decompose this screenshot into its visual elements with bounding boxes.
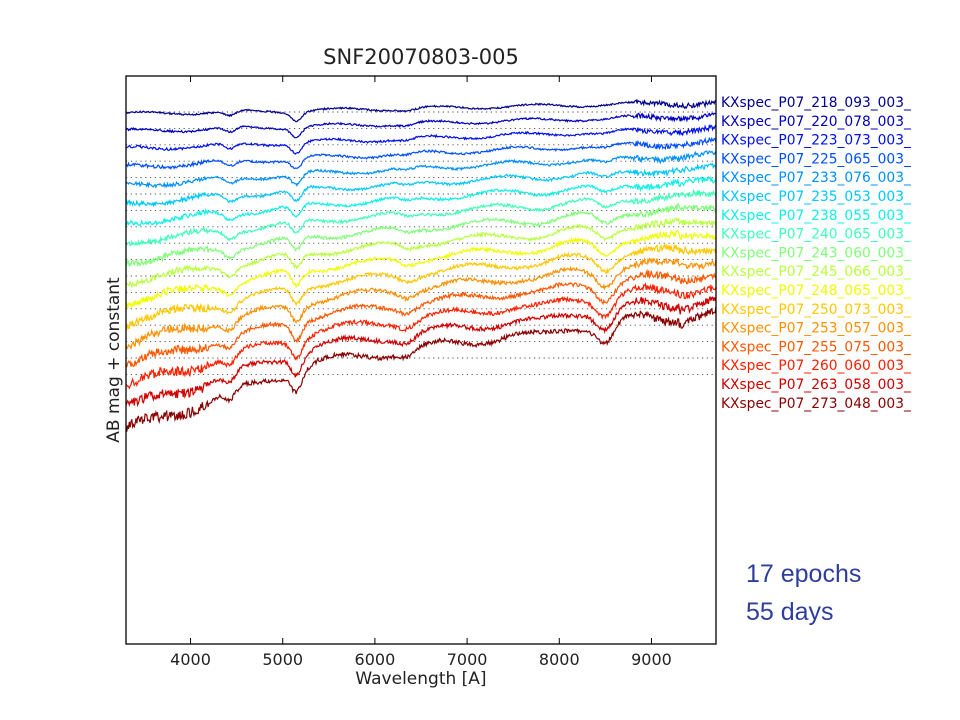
x-tick-label: 5000	[262, 650, 303, 669]
spectrum-line	[125, 136, 717, 170]
legend-entry: KXspec_P07_243_060_003_	[721, 245, 912, 261]
spectrum-line	[125, 242, 717, 330]
spectrum-line	[125, 162, 717, 208]
spectrum-line	[125, 229, 717, 309]
legend-entry: KXspec_P07_235_053_003_	[721, 189, 912, 205]
legend-entry: KXspec_P07_260_060_003_	[721, 358, 912, 374]
legend-entry: KXspec_P07_250_073_003_	[721, 302, 912, 318]
legend-entry: KXspec_P07_218_093_003_	[721, 95, 912, 111]
x-tick-label: 7000	[447, 650, 488, 669]
x-tick-label: 6000	[355, 650, 396, 669]
spectrum-line	[125, 203, 717, 267]
spectrum-line	[125, 257, 717, 351]
epochs-annotation: 17 epochs	[746, 560, 862, 588]
legend-entry: KXspec_P07_238_055_003_	[721, 208, 912, 224]
x-tick-label: 9000	[631, 650, 672, 669]
legend: KXspec_P07_218_093_003_ KXspec_P07_220_07…	[721, 95, 912, 412]
spectrum-line	[126, 123, 717, 155]
x-axis-label: Wavelength [A]	[355, 669, 486, 689]
legend-entry: KXspec_P07_223_073_003_	[721, 133, 912, 149]
x-tick-label: 4000	[170, 650, 211, 669]
spectrum-line	[125, 176, 717, 227]
spectrum-line	[125, 281, 717, 390]
spectrum-line	[125, 296, 717, 408]
legend-entry: KXspec_P07_248_065_003_	[721, 283, 912, 299]
spectrum-line	[125, 189, 717, 247]
spectrum-line	[125, 112, 716, 139]
legend-entry: KXspec_P07_240_065_003_	[721, 227, 912, 243]
legend-entry: KXspec_P07_233_076_003_	[721, 170, 912, 186]
legend-entry: KXspec_P07_273_048_003_	[721, 396, 912, 412]
chart-title: SNF20070803-005	[323, 45, 519, 69]
x-axis: 4000 5000 6000 7000 8000 9000	[170, 76, 672, 669]
legend-entry: KXspec_P07_220_078_003_	[721, 114, 912, 130]
spectrum-line	[125, 217, 717, 288]
legend-entry: KXspec_P07_225_065_003_	[721, 151, 912, 167]
legend-entry: KXspec_P07_263_058_003_	[721, 377, 912, 393]
y-axis-label: AB mag + constant	[104, 277, 124, 443]
legend-entry: KXspec_P07_245_066_003_	[721, 264, 912, 280]
spectra-lines	[125, 98, 717, 432]
legend-entry: KXspec_P07_253_057_003_	[721, 321, 912, 337]
spectrum-line	[125, 98, 717, 123]
days-annotation: 55 days	[746, 598, 834, 626]
spectrum-line	[125, 268, 716, 368]
spectrum-line	[125, 306, 717, 432]
x-tick-label: 8000	[539, 650, 580, 669]
spectrum-line	[125, 150, 717, 189]
plot-frame	[125, 75, 717, 645]
legend-entry: KXspec_P07_255_075_003_	[721, 339, 912, 355]
